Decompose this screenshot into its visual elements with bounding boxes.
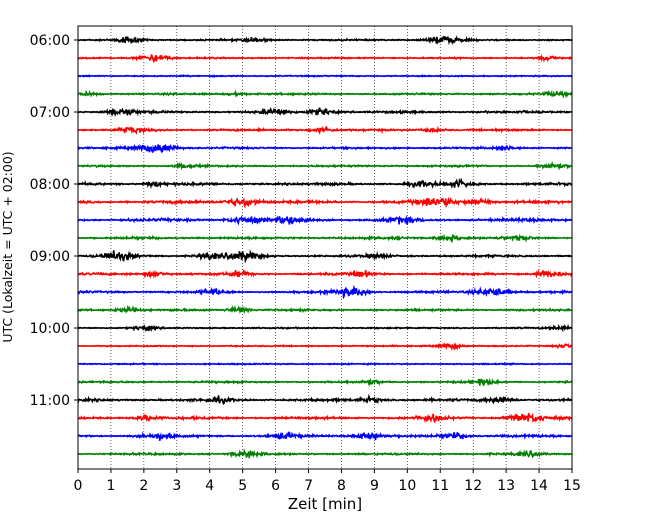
trace-0615-line bbox=[77, 53, 573, 64]
trace-0700-line bbox=[77, 106, 573, 118]
trace-0730-line bbox=[77, 143, 573, 154]
trace-0915-line bbox=[77, 268, 573, 279]
trace-0800-line bbox=[77, 177, 573, 190]
y-tick-label: 08:00 bbox=[30, 177, 70, 193]
trace-1030-line bbox=[77, 361, 573, 367]
y-tick-label: 11:00 bbox=[30, 393, 70, 409]
y-tick-label: 06:00 bbox=[30, 33, 70, 49]
y-axis-label: UTC (Lokalzeit = UTC + 02:00) bbox=[0, 151, 15, 342]
y-tick-label: 09:00 bbox=[30, 249, 70, 265]
x-tick-label: 12 bbox=[464, 478, 482, 494]
x-tick-label: 7 bbox=[304, 478, 313, 494]
y-tick-label: 10:00 bbox=[30, 321, 70, 337]
x-tick-label: 6 bbox=[271, 478, 280, 494]
x-axis-label: Zeit [min] bbox=[288, 495, 362, 513]
x-tick-label: 0 bbox=[74, 478, 83, 494]
trace-0600-line bbox=[77, 35, 573, 46]
x-tick-label: 9 bbox=[370, 478, 379, 494]
x-axis-ticks: 0 1 2 3 4 5 6 7 8 9 10 11 12 13 14 15 bbox=[74, 469, 581, 494]
trace-1115-line bbox=[77, 412, 573, 424]
trace-1100-line bbox=[77, 393, 573, 405]
gridlines bbox=[110, 26, 540, 469]
x-tick-label: 8 bbox=[337, 478, 346, 494]
trace-0845-line bbox=[77, 233, 573, 243]
trace-0900-line bbox=[77, 249, 573, 264]
trace-0745-line bbox=[77, 160, 573, 171]
x-tick-label: 4 bbox=[205, 478, 214, 494]
trace-0830-line bbox=[77, 215, 573, 226]
trace-1145-line bbox=[77, 448, 573, 459]
x-tick-label: 11 bbox=[431, 478, 449, 494]
trace-0945-line bbox=[77, 304, 573, 315]
y-axis-ticks: 06:00 07:00 08:00 09:00 10:00 11:00 bbox=[30, 33, 78, 409]
trace-1130-line bbox=[77, 431, 573, 441]
x-tick-label: 10 bbox=[398, 478, 416, 494]
x-tick-label: 1 bbox=[106, 478, 115, 494]
x-tick-label: 13 bbox=[497, 478, 515, 494]
trace-0815-line bbox=[77, 196, 573, 209]
x-tick-label: 5 bbox=[238, 478, 247, 494]
trace-1045-line bbox=[77, 377, 573, 387]
trace-0630-line bbox=[77, 73, 573, 79]
trace-0715-line bbox=[77, 125, 573, 136]
trace-1015-line bbox=[77, 342, 573, 352]
x-tick-label: 15 bbox=[563, 478, 581, 494]
trace-1000-line bbox=[77, 323, 573, 333]
trace-0930-line bbox=[77, 284, 573, 300]
x-tick-label: 2 bbox=[139, 478, 148, 494]
x-tick-label: 3 bbox=[172, 478, 181, 494]
trace-0645-line bbox=[77, 89, 573, 99]
trace-lines bbox=[77, 35, 573, 459]
y-tick-label: 07:00 bbox=[30, 105, 70, 121]
x-tick-label: 14 bbox=[530, 478, 548, 494]
plot-frame bbox=[77, 25, 573, 470]
